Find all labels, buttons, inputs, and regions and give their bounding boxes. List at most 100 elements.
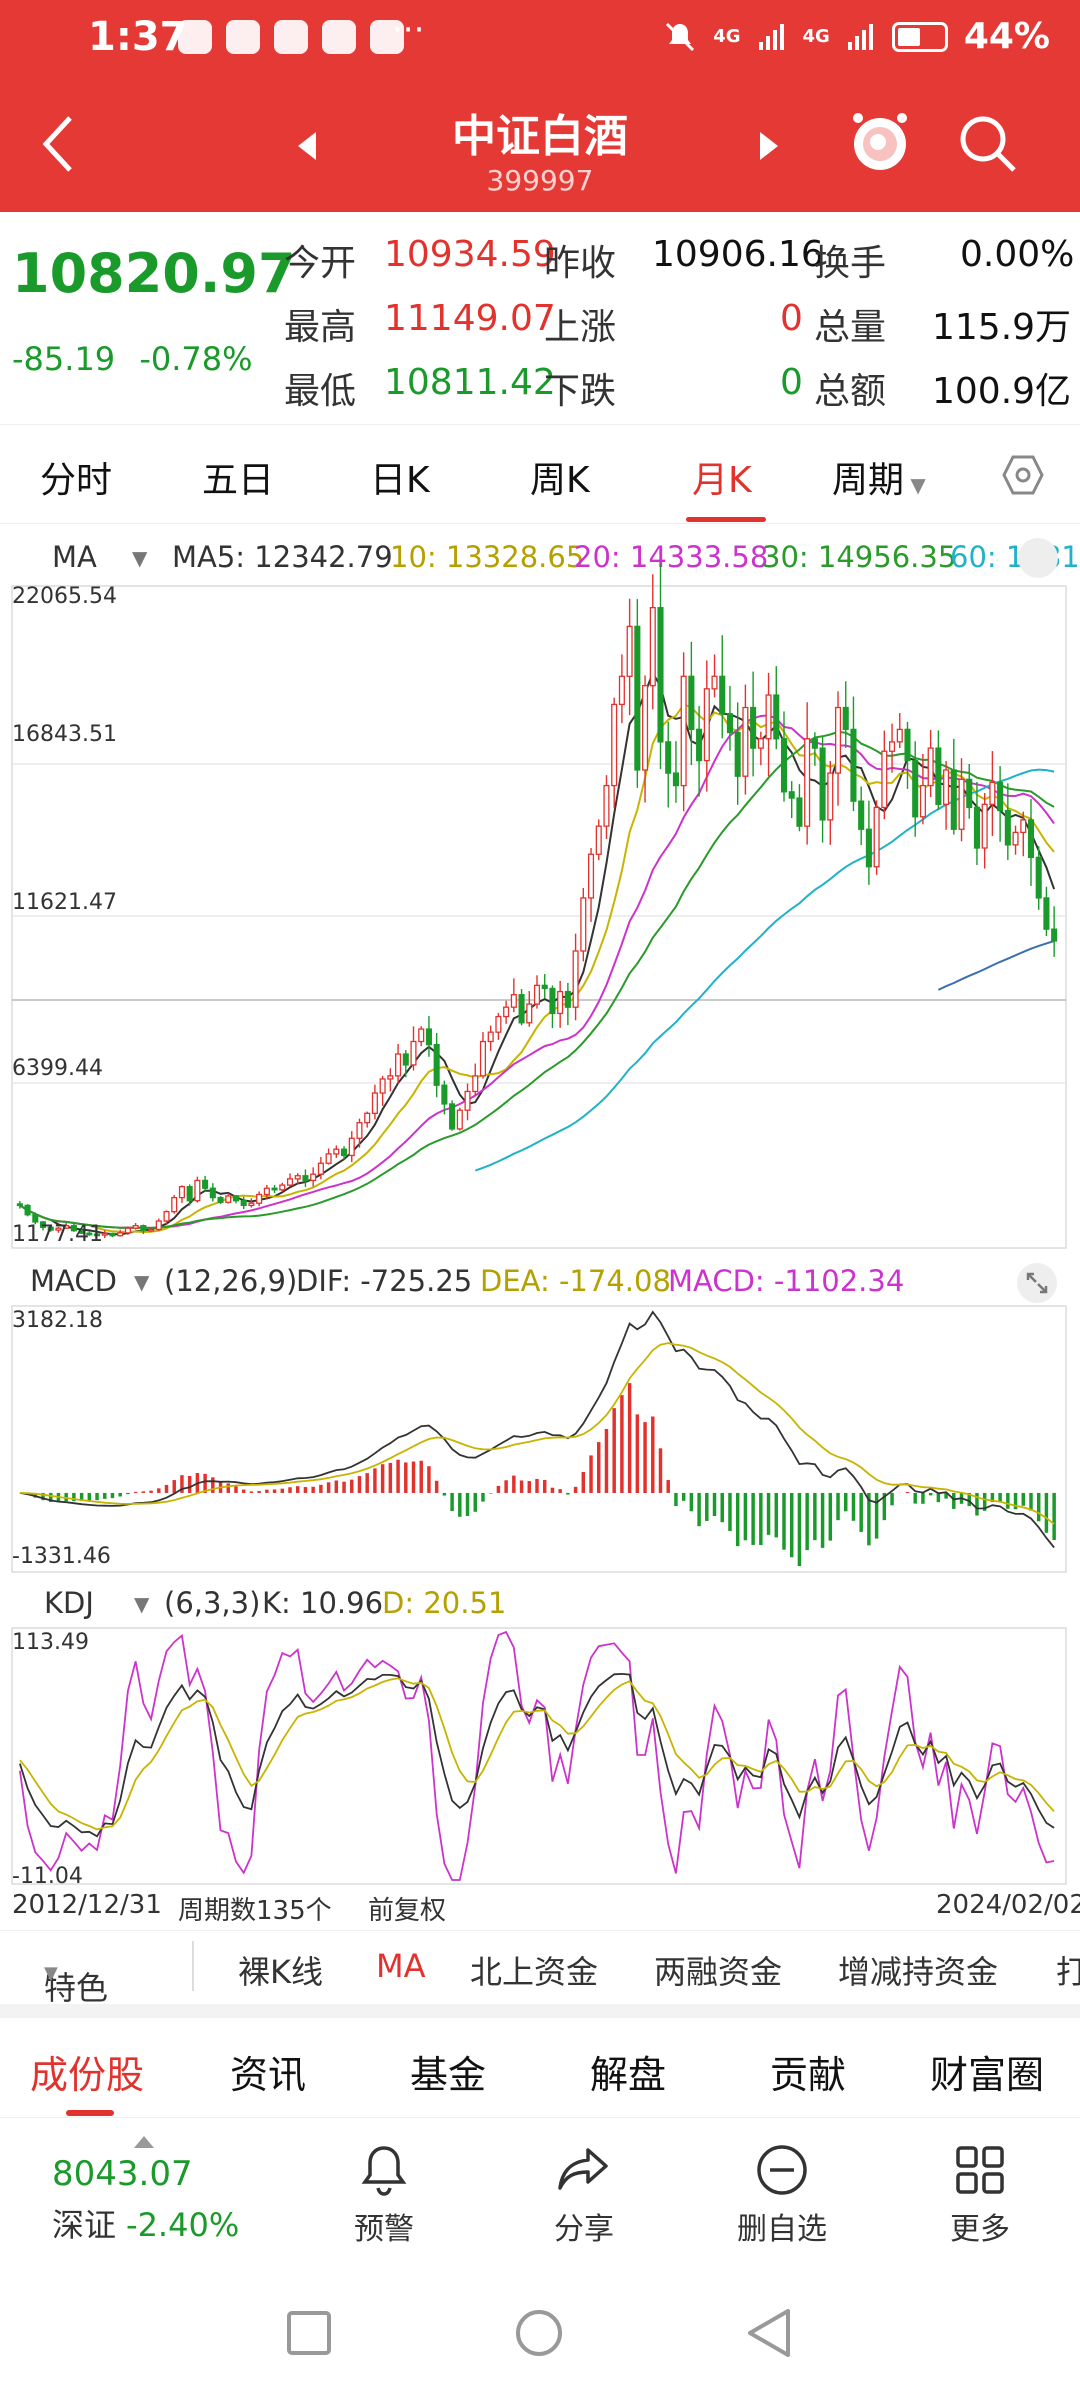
back-chevron-icon[interactable] bbox=[40, 112, 80, 176]
share-arrow-icon bbox=[558, 2148, 608, 2190]
candle-body bbox=[472, 1075, 479, 1093]
tab-holdings-change[interactable]: 增减持资金 bbox=[838, 1953, 999, 1991]
candle-body bbox=[464, 1090, 471, 1111]
candle-body bbox=[317, 1162, 324, 1175]
prev-stock-icon[interactable] bbox=[296, 130, 320, 162]
dea-line bbox=[19, 1342, 1055, 1525]
market-index-change[interactable]: 深证 -2.40% bbox=[52, 2200, 239, 2246]
ma10-value: 10: 13328.65 bbox=[390, 540, 585, 574]
more-notifications-icon: ··· bbox=[392, 10, 425, 50]
macd-label[interactable]: MACD bbox=[30, 1264, 117, 1298]
search-icon[interactable] bbox=[956, 112, 1020, 176]
ma-label[interactable]: MA bbox=[52, 540, 97, 574]
tab-wealth-circle[interactable]: 财富圈 bbox=[930, 2053, 1045, 2097]
candle-body bbox=[618, 675, 625, 706]
candle-body bbox=[94, 1233, 101, 1237]
candle-body bbox=[734, 731, 741, 777]
candle-body bbox=[966, 778, 973, 809]
candle-body bbox=[510, 994, 517, 1008]
quote-label: 换手 bbox=[814, 243, 887, 284]
candle-body bbox=[549, 987, 556, 1015]
dropdown-triangle-icon[interactable]: ▼ bbox=[134, 1592, 150, 1616]
kdj-params: (6,3,3) bbox=[164, 1586, 261, 1620]
status-time: 1:37 bbox=[88, 14, 188, 60]
market-index-value[interactable]: 8043.07 bbox=[52, 2154, 193, 2194]
candle-body bbox=[1004, 809, 1011, 846]
y-tick-label: 1177.41 bbox=[12, 1222, 103, 1247]
j-line bbox=[19, 1630, 1055, 1881]
tab-constituents[interactable]: 成份股 bbox=[30, 2053, 145, 2097]
home-circle-icon[interactable] bbox=[514, 2308, 564, 2358]
tab-daily-k[interactable]: 日K bbox=[370, 460, 430, 501]
alert-button[interactable]: 预警 bbox=[324, 2142, 444, 2248]
ma20-line bbox=[19, 714, 1055, 1229]
candle-body bbox=[611, 703, 618, 787]
candle-body bbox=[395, 1053, 402, 1077]
candle-body bbox=[757, 738, 764, 749]
tab-news[interactable]: 资讯 bbox=[230, 2053, 307, 2097]
candle-body bbox=[140, 1225, 147, 1232]
candle-body bbox=[997, 781, 1004, 812]
tab-contribution[interactable]: 贡献 bbox=[770, 2053, 847, 2097]
tab-period-label: 周期 bbox=[832, 460, 905, 501]
share-label: 分享 bbox=[554, 2212, 614, 2247]
ma30-value: 30: 14956.35 bbox=[762, 540, 957, 574]
tab-monthly-k[interactable]: 月K bbox=[692, 460, 752, 501]
mascot-icon[interactable] bbox=[848, 108, 912, 176]
candle-body bbox=[904, 728, 911, 762]
candle-body bbox=[209, 1187, 216, 1199]
period-tabs: 分时 五日 日K 周K 月K 周期 ▼ bbox=[0, 424, 1080, 524]
candle-body bbox=[595, 825, 602, 855]
quote-label: 最低 bbox=[284, 371, 357, 412]
back-triangle-icon[interactable] bbox=[746, 2308, 792, 2358]
tab-intraday[interactable]: 分时 bbox=[40, 460, 113, 501]
kdj-label[interactable]: KDJ bbox=[44, 1586, 94, 1620]
candle-body bbox=[364, 1112, 371, 1124]
kline-chart[interactable] bbox=[0, 0, 1080, 1930]
candle-body bbox=[750, 706, 757, 749]
remove-watchlist-button[interactable]: 删自选 bbox=[722, 2142, 842, 2248]
candle-body bbox=[371, 1092, 378, 1114]
tab-northbound[interactable]: 北上资金 bbox=[470, 1953, 599, 1991]
candle-body bbox=[719, 675, 726, 715]
tab-funds[interactable]: 基金 bbox=[410, 2053, 487, 2097]
candle-body bbox=[225, 1195, 232, 1203]
tab-ma[interactable]: MA bbox=[376, 1947, 426, 1985]
candle-body bbox=[1035, 856, 1042, 899]
candle-body bbox=[148, 1228, 155, 1232]
candle-body bbox=[811, 738, 818, 749]
candle-body bbox=[973, 806, 980, 849]
candle-body bbox=[533, 984, 541, 1005]
k-line bbox=[19, 1672, 1055, 1838]
dropdown-triangle-icon[interactable]: ▼ bbox=[134, 1270, 150, 1294]
tab-naked-k[interactable]: 裸K线 bbox=[238, 1953, 323, 1991]
tab-weekly-k[interactable]: 周K bbox=[530, 460, 590, 501]
share-button[interactable]: 分享 bbox=[524, 2142, 644, 2248]
tab-margin[interactable]: 两融资金 bbox=[654, 1953, 783, 1991]
tab-five-day[interactable]: 五日 bbox=[202, 460, 275, 501]
macd-header: MACD ▼ (12,26,9) DIF: -725.25 DEA: -174.… bbox=[0, 1258, 1080, 1302]
candle-body bbox=[796, 797, 803, 827]
battery-percent: 44% bbox=[963, 16, 1050, 57]
next-stock-icon[interactable] bbox=[756, 130, 780, 162]
more-button[interactable]: 更多 bbox=[920, 2142, 1040, 2248]
candle-body bbox=[78, 1230, 85, 1234]
tab-analysis[interactable]: 解盘 bbox=[590, 2053, 667, 2097]
candle-body bbox=[356, 1122, 363, 1139]
candle-body bbox=[804, 738, 811, 827]
ma120-line bbox=[937, 940, 1055, 991]
candle-body bbox=[927, 747, 934, 787]
candle-body bbox=[286, 1178, 294, 1186]
candle-body bbox=[86, 1232, 93, 1236]
page-title: 中证白酒 bbox=[452, 111, 628, 162]
dropdown-triangle-icon[interactable]: ▼ bbox=[132, 546, 148, 570]
settings-hexagon-icon[interactable] bbox=[1002, 455, 1044, 495]
tab-period[interactable]: 周期 ▼ bbox=[832, 451, 926, 503]
quote-label: 上涨 bbox=[544, 307, 617, 348]
candle-body bbox=[418, 1028, 425, 1043]
expand-icon[interactable] bbox=[1018, 538, 1058, 578]
tab-more-cut[interactable]: 打 bbox=[1056, 1953, 1080, 1991]
quote-value: 10811.42 bbox=[384, 362, 556, 403]
expand-icon[interactable] bbox=[1016, 1262, 1058, 1304]
recents-square-icon[interactable] bbox=[286, 2310, 332, 2356]
